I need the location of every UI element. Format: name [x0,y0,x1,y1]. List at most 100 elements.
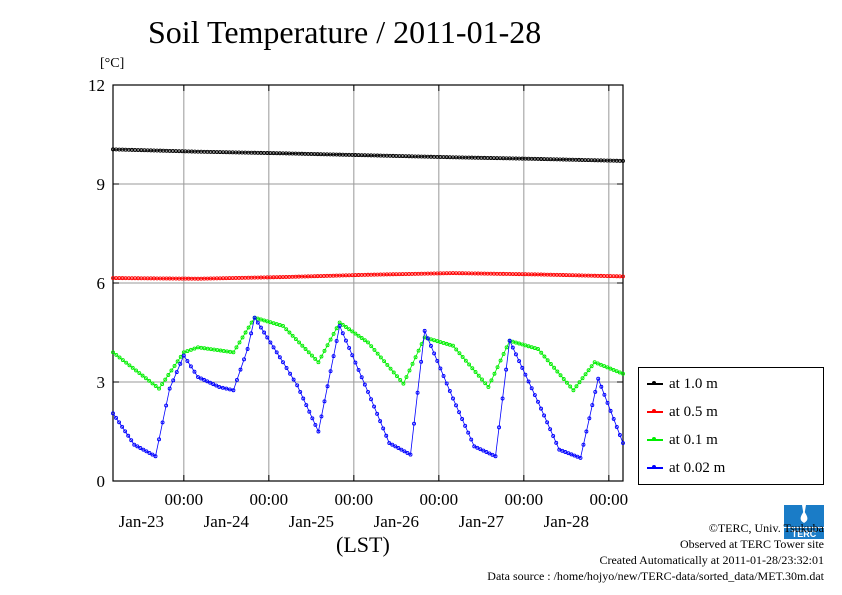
series-point [489,378,494,383]
series-point [476,373,481,378]
series-point [592,360,597,365]
series-point [466,430,471,435]
series-point [171,378,176,383]
series-point [514,352,518,357]
series-point [340,331,345,336]
series-point [390,442,395,447]
series-point [137,371,142,375]
series-point [202,377,207,382]
series-point [362,382,367,387]
x-tick-label: 00:00 [334,490,373,509]
series-point [111,411,115,416]
series-point [362,338,367,343]
series-point [188,347,193,352]
series-point [581,442,586,447]
series-point [599,384,604,389]
series-point [504,367,509,372]
series-point [605,365,610,370]
series-point [493,454,498,459]
series-point [583,372,588,377]
series-point [416,348,421,353]
series-point [130,365,135,370]
series-point [419,359,424,364]
series-point [408,452,413,457]
series-point [552,365,557,370]
series-point [126,433,131,438]
series-point [124,360,129,365]
series-point [356,367,361,372]
series-point [328,337,333,342]
series-point [287,330,292,335]
series-point [153,384,158,388]
x-date-label: Jan-23 [119,512,164,531]
series-point [578,455,583,460]
series-point [199,376,203,381]
series-point [486,385,491,389]
series-point [593,389,598,394]
series-point [410,361,415,366]
series-point [150,381,155,386]
series-point [274,350,279,355]
series-point [393,444,398,449]
legend-swatch-1m [647,381,663,385]
series-point [220,385,225,390]
series-point [281,360,285,365]
series-point [568,384,573,389]
series-point [344,338,348,343]
series-point [196,375,200,379]
observed-text: Observed at TERC Tower site [679,537,824,551]
series-point [602,392,607,397]
series-point [457,410,462,415]
series-point [413,355,418,360]
series-point [398,377,403,382]
series-point [135,444,140,449]
series-point [169,368,174,373]
series-point [331,331,336,336]
series-point [140,373,145,378]
series-point [517,359,522,364]
series-point [328,369,333,374]
legend-label: at 0.5 m [669,403,718,420]
series-point [554,440,559,445]
series-point [153,454,158,459]
series-point [325,384,330,389]
series-line [112,272,624,280]
series-point [313,422,318,427]
series-point [545,358,550,363]
series-point [255,320,260,325]
series-point [262,330,267,335]
series-point [366,340,370,345]
series-point [381,426,386,431]
series-point [500,396,505,401]
series-point [510,345,515,350]
series-point [237,340,242,345]
series-point [438,366,443,371]
series-point [467,362,472,367]
series-point [344,325,348,329]
series-point [614,369,619,374]
chart-title: Soil Temperature / 2011-01-28 [148,14,542,50]
series-point [132,442,137,447]
x-tick-label: 00:00 [419,490,458,509]
series-point [555,369,560,374]
series-point [425,336,430,341]
y-tick-label: 9 [97,175,106,194]
series-point [490,452,495,457]
series-point [303,347,308,351]
series-point [172,363,177,368]
series-point [435,358,440,363]
series-point [208,380,213,385]
series-point [245,347,250,351]
series-point [249,331,254,336]
series-point [460,355,465,359]
legend-swatch-01m [647,437,663,441]
series-point [595,361,600,366]
series-point [284,366,289,370]
series-point [621,371,625,376]
series-point [192,369,197,374]
series-point [347,345,352,350]
series-point [284,327,289,332]
series-point [536,347,540,351]
series-point [498,358,503,363]
series-point [353,331,358,336]
